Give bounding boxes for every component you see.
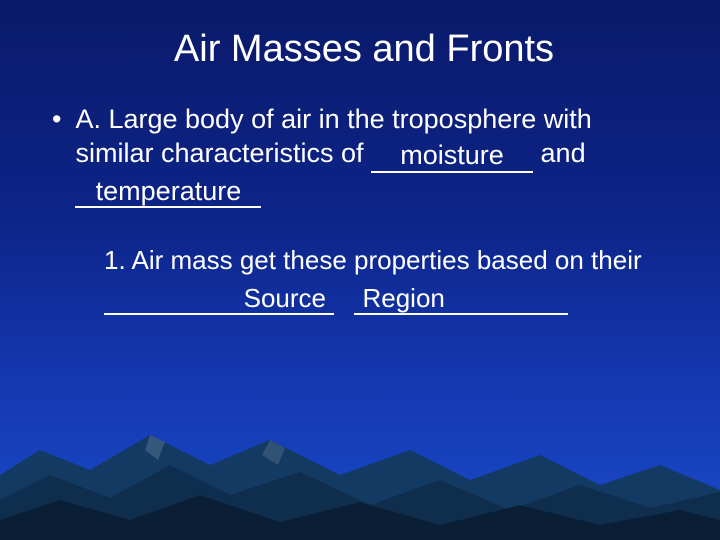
blank-temperature: temperature xyxy=(75,173,261,209)
bullet-a-line3: temperature xyxy=(75,173,680,209)
slide-container: Air Masses and Fronts • A. Large body of… xyxy=(0,0,720,540)
bullet-a-content: A. Large body of air in the troposphere … xyxy=(75,103,680,208)
sub-bullet-1-line1: 1. Air mass get these properties based o… xyxy=(104,244,670,277)
sub-bullet-1-line2: Source Region xyxy=(104,280,670,315)
sub-bullet-1: 1. Air mass get these properties based o… xyxy=(48,244,680,315)
bullet-a-line2-post: and xyxy=(533,138,586,168)
mountain-highlight-2 xyxy=(262,440,285,465)
slide-title: Air Masses and Fronts xyxy=(48,28,680,71)
blank-source-fill: Source xyxy=(244,282,326,315)
blank-region-fill: Region xyxy=(362,282,444,315)
blank-region: Region xyxy=(354,280,568,315)
blank-temperature-fill: temperature xyxy=(96,175,242,209)
mountain-front xyxy=(0,495,720,540)
mountain-highlight-1 xyxy=(145,435,165,460)
bullet-a-line2-pre: similar characteristics of xyxy=(75,138,371,168)
blank-moisture: moisture xyxy=(371,137,533,173)
bullet-a: • A. Large body of air in the tropospher… xyxy=(48,103,680,208)
bullet-a-line1: A. Large body of air in the troposphere … xyxy=(75,103,680,137)
mountain-background xyxy=(0,380,720,540)
mountain-mid xyxy=(0,465,720,540)
mountain-back xyxy=(0,435,720,540)
bullet-marker: • xyxy=(52,103,61,208)
bullet-a-line2: similar characteristics of moisture and xyxy=(75,137,680,173)
blank-moisture-fill: moisture xyxy=(400,139,504,173)
blank-source: Source xyxy=(104,280,334,315)
